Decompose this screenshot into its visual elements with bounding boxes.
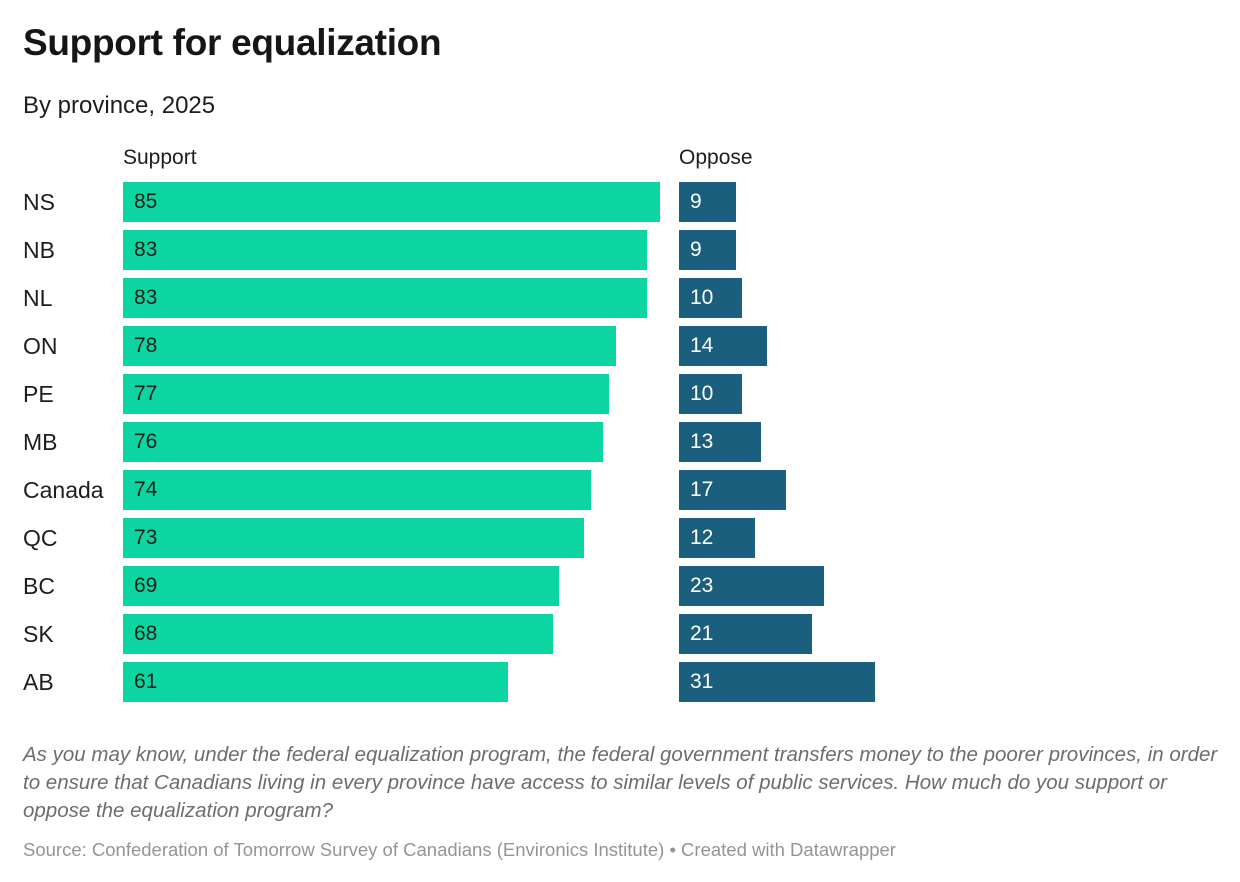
row-label: MB <box>23 429 58 455</box>
oppose-bar-bc[interactable]: 23 <box>679 566 824 606</box>
chart-footnote: As you may know, under the federal equal… <box>23 743 1218 822</box>
support-bar-ns[interactable]: 85 <box>123 182 660 222</box>
support-value-label: 61 <box>134 670 158 693</box>
bar-chart-rows: NS 85 9 NB 83 9 NL 83 10 ON 78 14 PE 77 10 MB 76 13 Canada… <box>0 182 1240 702</box>
chart-row-ab: AB 61 31 <box>0 662 1240 702</box>
row-label: ON <box>23 333 58 359</box>
chart-row-on: ON 78 14 <box>0 326 1240 366</box>
support-value-label: 83 <box>134 286 158 309</box>
oppose-bar-canada[interactable]: 17 <box>679 470 786 510</box>
oppose-value-label: 10 <box>690 286 714 309</box>
oppose-bar-ns[interactable]: 9 <box>679 182 736 222</box>
support-value-label: 78 <box>134 334 158 357</box>
chart-row-bc: BC 69 23 <box>0 566 1240 606</box>
column-header-support: Support <box>123 146 197 169</box>
support-value-label: 85 <box>134 190 158 213</box>
oppose-value-label: 14 <box>690 334 714 357</box>
support-value-label: 68 <box>134 622 158 645</box>
oppose-bar-nb[interactable]: 9 <box>679 230 736 270</box>
support-value-label: 74 <box>134 478 158 501</box>
row-label: NL <box>23 285 53 311</box>
row-label: PE <box>23 381 54 407</box>
oppose-value-label: 9 <box>690 238 702 261</box>
chart-row-canada: Canada 74 17 <box>0 470 1240 510</box>
row-label: SK <box>23 621 54 647</box>
support-bar-bc[interactable]: 69 <box>123 566 559 606</box>
chart-row-ns: NS 85 9 <box>0 182 1240 222</box>
oppose-bar-on[interactable]: 14 <box>679 326 767 366</box>
oppose-value-label: 9 <box>690 190 702 213</box>
support-bar-pe[interactable]: 77 <box>123 374 609 414</box>
support-bar-mb[interactable]: 76 <box>123 422 603 462</box>
column-header-oppose: Oppose <box>679 146 753 169</box>
support-value-label: 77 <box>134 382 158 405</box>
oppose-bar-sk[interactable]: 21 <box>679 614 812 654</box>
oppose-value-label: 13 <box>690 430 714 453</box>
support-value-label: 83 <box>134 238 158 261</box>
support-bar-canada[interactable]: 74 <box>123 470 591 510</box>
source-line: Source: Confederation of Tomorrow Survey… <box>23 839 896 860</box>
support-bar-nb[interactable]: 83 <box>123 230 647 270</box>
chart-row-sk: SK 68 21 <box>0 614 1240 654</box>
row-label: NB <box>23 237 55 263</box>
row-label: BC <box>23 573 55 599</box>
oppose-value-label: 17 <box>690 478 714 501</box>
support-bar-sk[interactable]: 68 <box>123 614 553 654</box>
support-bar-qc[interactable]: 73 <box>123 518 584 558</box>
oppose-value-label: 12 <box>690 526 714 549</box>
oppose-value-label: 31 <box>690 670 714 693</box>
row-label: AB <box>23 669 54 695</box>
row-label: NS <box>23 189 55 215</box>
support-value-label: 76 <box>134 430 158 453</box>
support-value-label: 73 <box>134 526 158 549</box>
support-bar-nl[interactable]: 83 <box>123 278 647 318</box>
support-bar-ab[interactable]: 61 <box>123 662 508 702</box>
chart-row-pe: PE 77 10 <box>0 374 1240 414</box>
chart-row-nb: NB 83 9 <box>0 230 1240 270</box>
oppose-value-label: 21 <box>690 622 714 645</box>
chart-row-qc: QC 73 12 <box>0 518 1240 558</box>
oppose-bar-nl[interactable]: 10 <box>679 278 742 318</box>
oppose-value-label: 10 <box>690 382 714 405</box>
row-label: Canada <box>23 477 104 503</box>
chart-row-nl: NL 83 10 <box>0 278 1240 318</box>
row-label: QC <box>23 525 58 551</box>
chart-title: Support for equalization <box>23 22 442 63</box>
chart-row-mb: MB 76 13 <box>0 422 1240 462</box>
oppose-bar-mb[interactable]: 13 <box>679 422 761 462</box>
support-value-label: 69 <box>134 574 158 597</box>
oppose-bar-qc[interactable]: 12 <box>679 518 755 558</box>
oppose-bar-ab[interactable]: 31 <box>679 662 875 702</box>
support-bar-on[interactable]: 78 <box>123 326 616 366</box>
oppose-bar-pe[interactable]: 10 <box>679 374 742 414</box>
chart-subtitle: By province, 2025 <box>23 92 216 119</box>
oppose-value-label: 23 <box>690 574 714 597</box>
